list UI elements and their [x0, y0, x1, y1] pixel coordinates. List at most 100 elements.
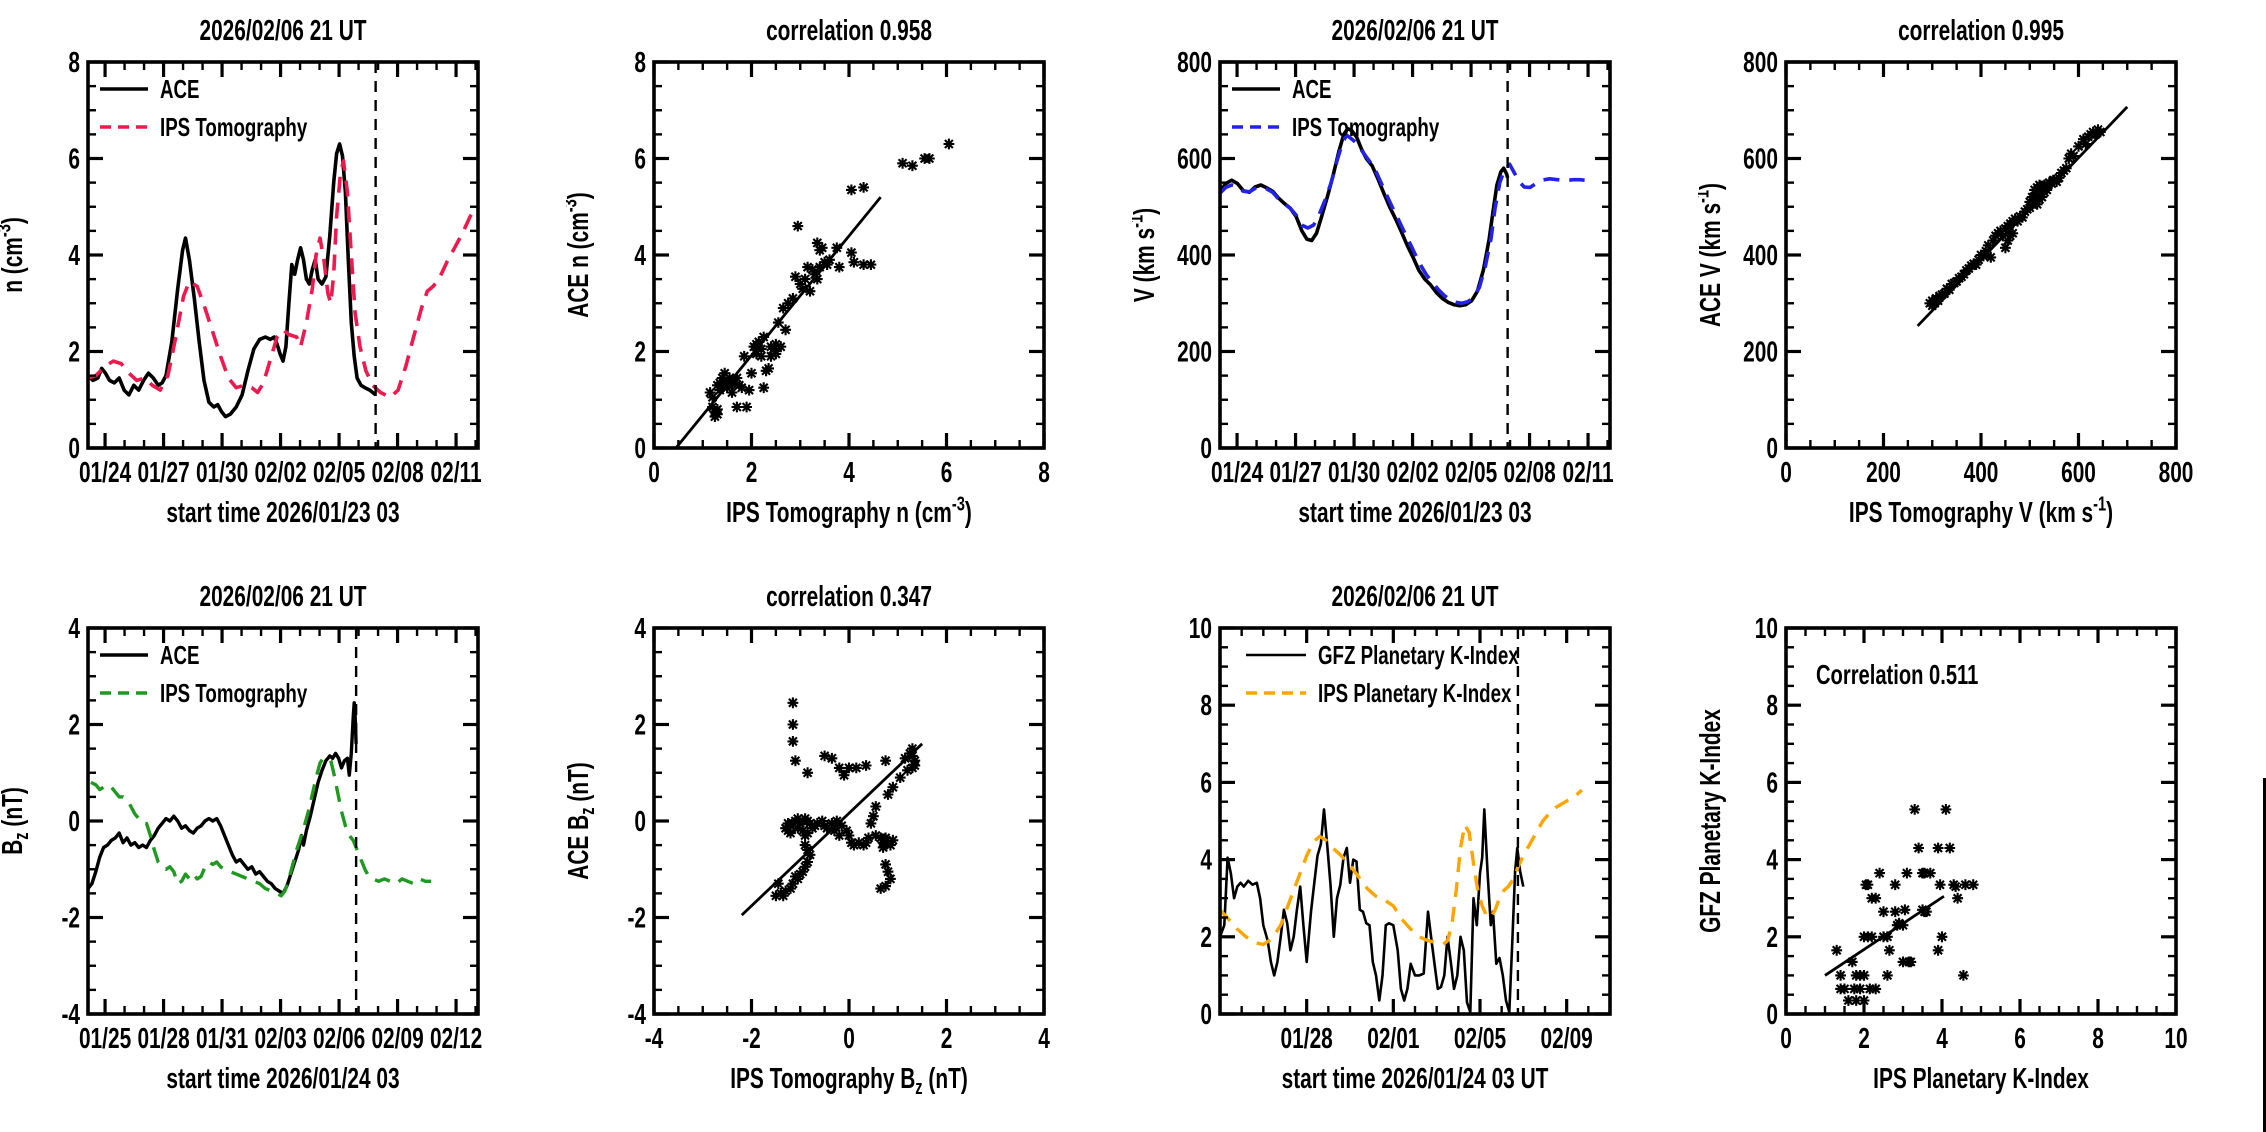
- y-tick-label: 200: [1743, 336, 1778, 368]
- axis-ticks: [1220, 626, 1610, 1016]
- x-tick-label: 02/02: [254, 457, 306, 489]
- x-tick-label: 02/05: [1445, 457, 1497, 489]
- fit-line: [674, 196, 882, 448]
- y-tick-label: 0: [1766, 999, 1778, 1031]
- x-tick-label: 02/12: [430, 1023, 482, 1055]
- x-axis-label: IPS Tomography n (cm-3): [726, 492, 972, 529]
- y-tick-label: 2: [1200, 922, 1212, 954]
- x-tick-label: 6: [2014, 1023, 2026, 1055]
- y-tick-label: -4: [61, 999, 80, 1031]
- x-axis-label: IPS Tomography Bz (nT): [730, 1063, 968, 1099]
- y-axis-label: Bz (nT): [0, 787, 32, 855]
- legend: ACE IPS Tomography: [100, 74, 308, 142]
- y-axis-label: V (km s-1): [1132, 208, 1161, 302]
- y-tick-label: 0: [634, 806, 646, 838]
- y-axis-label: ACE Bz (nT): [566, 762, 598, 879]
- x-tick-label: 02/11: [1563, 457, 1614, 489]
- fit-line: [740, 742, 924, 917]
- plot-area-velocity-timeseries: [1220, 126, 1585, 308]
- y-tick-label: 800: [1177, 47, 1212, 79]
- x-tick-label: 02/05: [313, 457, 365, 489]
- y-tick-label: 600: [1743, 143, 1778, 175]
- y-tick-label: 8: [1766, 690, 1778, 722]
- legend: ACE IPS Tomography: [100, 640, 308, 708]
- axis-ticks: [652, 60, 1046, 450]
- x-tick-label: 01/27: [1269, 457, 1321, 489]
- y-tick-label: 2: [68, 336, 80, 368]
- y-tick-label: -4: [627, 999, 646, 1031]
- axis-ticks: [88, 60, 478, 450]
- x-tick-label: 4: [1936, 1023, 1948, 1055]
- y-tick-label: 8: [1200, 690, 1212, 722]
- y-tick-label: 8: [634, 47, 646, 79]
- x-tick-label: 02/01: [1367, 1023, 1419, 1055]
- series-observed-kindex-timeseries: [1220, 808, 1525, 1014]
- series-predicted-kindex-timeseries: [1220, 788, 1583, 947]
- plot-area-bz-correlation: [740, 697, 924, 917]
- y-tick-label: 2: [634, 709, 646, 741]
- x-tick-label: 2: [1858, 1023, 1870, 1055]
- x-tick-label: 200: [1866, 457, 1901, 489]
- y-axis-label: n (cm-3): [0, 217, 29, 293]
- y-tick-label: -2: [61, 902, 80, 934]
- plot-area-kindex-timeseries: [1220, 788, 1583, 1014]
- x-tick-label: 02/02: [1386, 457, 1438, 489]
- panel-density-timeseries: 01/24 01/27 01/30 02/02 02/05 02/08 02/11 0 2 4 6 8…: [0, 15, 482, 529]
- y-tick-label: 600: [1177, 143, 1212, 175]
- y-tick-label: 6: [68, 143, 80, 175]
- y-tick-label: 2: [1766, 922, 1778, 954]
- x-tick-label: 0: [1780, 1023, 1792, 1055]
- axis-ticks: [1784, 626, 2178, 1016]
- x-axis-label: start time 2026/01/23 03: [1298, 497, 1531, 529]
- plot-area-kindex-correlation: [1824, 804, 1979, 1006]
- y-tick-label: 2: [634, 336, 646, 368]
- legend-label: GFZ Planetary K-Index: [1318, 640, 1519, 670]
- panel-title: 2026/02/06 21 UT: [199, 15, 367, 47]
- fit-line: [1824, 895, 1945, 977]
- x-tick-label: 02/05: [1454, 1023, 1506, 1055]
- x-tick-label: 01/25: [79, 1023, 131, 1055]
- axis-ticks: [1220, 60, 1610, 450]
- y-tick-label: 4: [1200, 844, 1212, 876]
- panel-kindex-timeseries: 01/28 02/01 02/05 02/09 0 2 4 6 8 10 2026/02/06 21…: [1189, 581, 1612, 1095]
- y-tick-label: 800: [1743, 47, 1778, 79]
- x-tick-label: 01/27: [137, 457, 189, 489]
- x-tick-label: 8: [2092, 1023, 2104, 1055]
- y-tick-label: 10: [1755, 613, 1778, 645]
- axis-ticks: [652, 626, 1046, 1016]
- x-tick-label: 01/24: [1211, 457, 1263, 489]
- y-tick-label: 4: [1766, 844, 1778, 876]
- scatter-points-density-correlation: [704, 138, 955, 422]
- y-tick-label: 200: [1177, 336, 1212, 368]
- x-tick-label: 02/08: [1503, 457, 1555, 489]
- x-tick-label: -4: [645, 1023, 664, 1055]
- series-predicted-velocity-timeseries: [1220, 133, 1585, 306]
- plot-area-density-correlation: [674, 138, 955, 448]
- plot-frame: [652, 626, 1046, 1016]
- y-tick-label: 10: [1189, 613, 1212, 645]
- x-axis-label: start time 2026/01/24 03 UT: [1282, 1063, 1549, 1095]
- series-observed-bz-timeseries: [88, 701, 358, 896]
- x-tick-label: 800: [2159, 457, 2194, 489]
- x-axis-label: IPS Planetary K-Index: [1873, 1063, 2089, 1095]
- legend-label: IPS Planetary K-Index: [1318, 678, 1512, 708]
- right-edge-partial-frame: [2263, 778, 2266, 1132]
- y-tick-label: 6: [1200, 767, 1212, 799]
- series-predicted-density-timeseries: [88, 159, 478, 400]
- panel-title: 2026/02/06 21 UT: [1331, 581, 1499, 613]
- x-tick-label: 400: [1964, 457, 1999, 489]
- y-tick-label: 8: [68, 47, 80, 79]
- x-tick-label: 0: [1780, 457, 1792, 489]
- x-tick-label: 01/30: [196, 457, 248, 489]
- x-tick-label: 02/11: [431, 457, 482, 489]
- y-tick-label: 0: [1200, 999, 1212, 1031]
- x-axis-label: start time 2026/01/24 03: [166, 1063, 399, 1095]
- axis-ticks: [88, 626, 478, 1016]
- plot-area-bz-timeseries: [88, 701, 432, 898]
- y-tick-label: 6: [1766, 767, 1778, 799]
- x-tick-label: 02/03: [254, 1023, 306, 1055]
- x-tick-label: 01/28: [1281, 1023, 1333, 1055]
- x-tick-label: 01/28: [137, 1023, 189, 1055]
- panel-bz-timeseries: 01/25 01/28 01/31 02/03 02/06 02/09 02/12 -4 -2 0…: [0, 581, 482, 1095]
